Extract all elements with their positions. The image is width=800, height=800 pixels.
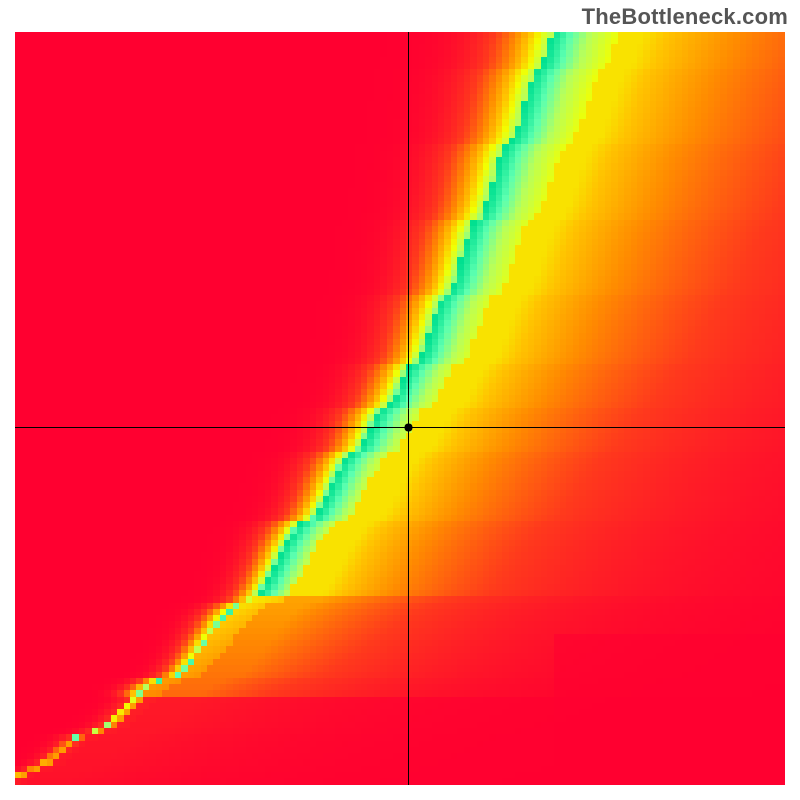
chart-container: TheBottleneck.com [0, 0, 800, 800]
heatmap-plot [15, 32, 785, 785]
heatmap-canvas [15, 32, 785, 785]
watermark-text: TheBottleneck.com [582, 4, 788, 30]
